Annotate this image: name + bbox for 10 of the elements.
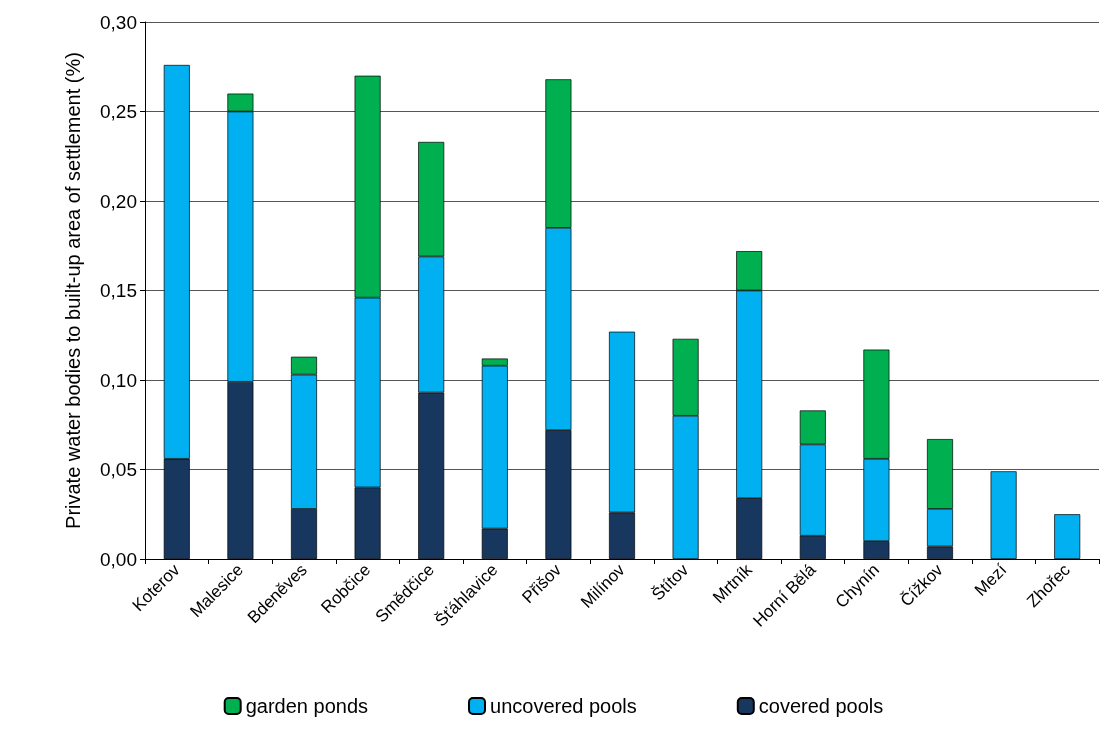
y-tick-label: 0,05 [100,459,137,480]
y-tick-label: 0,30 [100,11,137,33]
legend-label: uncovered pools [490,695,637,717]
y-tick-label: 0,25 [100,101,137,122]
legend-label: covered pools [758,695,884,717]
legend-label: garden ponds [245,695,369,717]
y-axis-title: Private water bodies to built-up area of settlement (%) [62,52,84,529]
y-tick-label: 0,10 [100,369,137,391]
y-tick-label: 0,20 [100,190,137,212]
y-tick-label: 0,15 [100,280,137,301]
